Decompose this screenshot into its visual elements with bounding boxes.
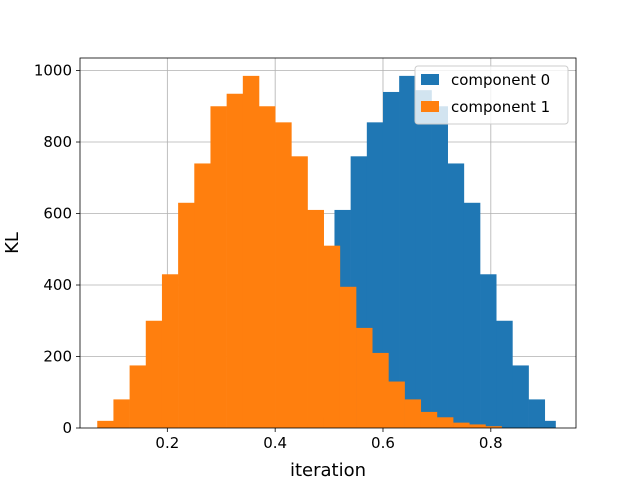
bar-series-1 <box>275 122 292 428</box>
x-tick-label: 0.6 <box>371 434 395 452</box>
bar-series-0 <box>480 274 497 428</box>
y-tick-label: 0 <box>62 419 72 437</box>
histogram-bars <box>97 75 556 429</box>
bar-series-0 <box>399 75 416 429</box>
bar-series-1 <box>388 381 405 428</box>
x-tick-label: 0.4 <box>263 434 287 452</box>
bar-series-1 <box>436 417 454 428</box>
bar-series-1 <box>145 320 163 428</box>
plot-frame <box>79 57 577 429</box>
bar-series-1 <box>469 424 486 428</box>
y-tick-label: 400 <box>43 276 72 294</box>
legend-box <box>414 65 569 125</box>
bar-series-0 <box>512 365 529 428</box>
bar-series-0 <box>447 163 465 429</box>
bar-series-0 <box>463 202 481 428</box>
bar-series-0 <box>544 420 556 428</box>
bar-series-1 <box>258 106 276 429</box>
bar-series-1 <box>161 274 179 428</box>
legend-swatch-component-1 <box>421 101 439 112</box>
legend-label-component-0: component 0 <box>451 71 550 89</box>
bar-series-1 <box>242 75 260 429</box>
bar-series-1 <box>129 365 147 428</box>
bar-series-1 <box>97 420 114 428</box>
y-tick-label: 1000 <box>34 62 72 80</box>
bar-series-1 <box>307 209 324 428</box>
legend-label-component-1: component 1 <box>451 98 550 116</box>
bar-series-1 <box>339 286 357 428</box>
legend-swatch-component-0 <box>421 74 439 85</box>
series-component-0 <box>264 75 556 429</box>
bar-series-1 <box>485 426 502 428</box>
series-component-1 <box>97 75 502 429</box>
bar-series-0 <box>415 90 432 428</box>
bar-series-1 <box>356 327 373 428</box>
bar-series-1 <box>291 156 308 428</box>
bar-series-1 <box>404 399 422 428</box>
x-tick-label: 0.2 <box>155 434 179 452</box>
y-tick-label: 200 <box>43 348 72 366</box>
y-tick-label: 800 <box>43 133 72 151</box>
bar-series-1 <box>178 202 195 428</box>
bar-series-1 <box>194 163 211 429</box>
y-tick-label: 600 <box>43 205 72 223</box>
y-axis-label: KL <box>2 232 23 254</box>
bar-series-1 <box>226 93 244 429</box>
bar-series-0 <box>382 91 400 428</box>
bar-series-1 <box>453 422 470 428</box>
bar-series-1 <box>372 352 389 428</box>
legend: component 0 component 1 <box>414 65 569 125</box>
bar-series-0 <box>528 399 546 428</box>
axis-ticks: 0.2 0.4 0.6 0.8 0 200 400 600 800 1000 <box>34 62 503 452</box>
bar-series-1 <box>210 106 227 429</box>
x-axis-label: iteration <box>290 460 366 480</box>
x-tick-label: 0.8 <box>479 434 503 452</box>
bar-series-0 <box>431 106 448 429</box>
bar-series-1 <box>323 245 341 428</box>
bar-series-1 <box>420 411 438 428</box>
bar-series-1 <box>113 399 130 428</box>
bar-series-0 <box>496 320 513 428</box>
